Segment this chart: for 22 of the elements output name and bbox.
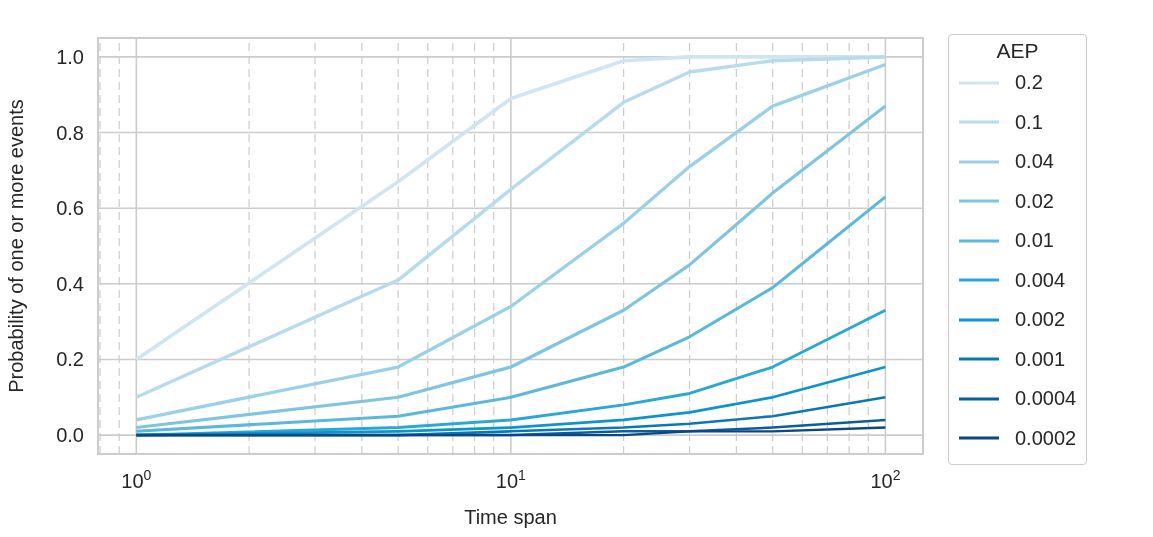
legend-label: 0.0004 <box>1015 387 1077 411</box>
legend-label: 0.0002 <box>1015 426 1077 450</box>
y-tick-label: 0.4 <box>56 272 84 295</box>
legend-label: 0.1 <box>1015 110 1043 134</box>
legend-label: 0.01 <box>1015 229 1054 253</box>
legend-label: 0.001 <box>1015 347 1066 371</box>
legend-title: AEP <box>995 39 1040 63</box>
x-tick-label: 10$^{1}$ <box>495 467 527 492</box>
y-tick-label: 1.0 <box>56 45 84 68</box>
legend-label: 0.004 <box>1015 268 1066 292</box>
y-tick-label: 0.0 <box>56 424 84 447</box>
legend-label: 0.04 <box>1015 150 1054 174</box>
x-tick-label: 10$^{0}$ <box>121 467 152 492</box>
legend-label: 0.002 <box>1015 308 1066 332</box>
y-tick-label: 0.6 <box>56 197 84 220</box>
legend-label: 0.02 <box>1015 189 1054 213</box>
legend-label: 0.2 <box>1015 71 1043 95</box>
y-tick-label: 0.8 <box>56 121 84 144</box>
x-axis-title: Time span <box>464 506 557 528</box>
x-tick-label: 10$^{2}$ <box>870 467 901 492</box>
y-tick-label: 0.2 <box>56 348 84 371</box>
y-axis-title: Probability of one or more events <box>5 99 28 393</box>
